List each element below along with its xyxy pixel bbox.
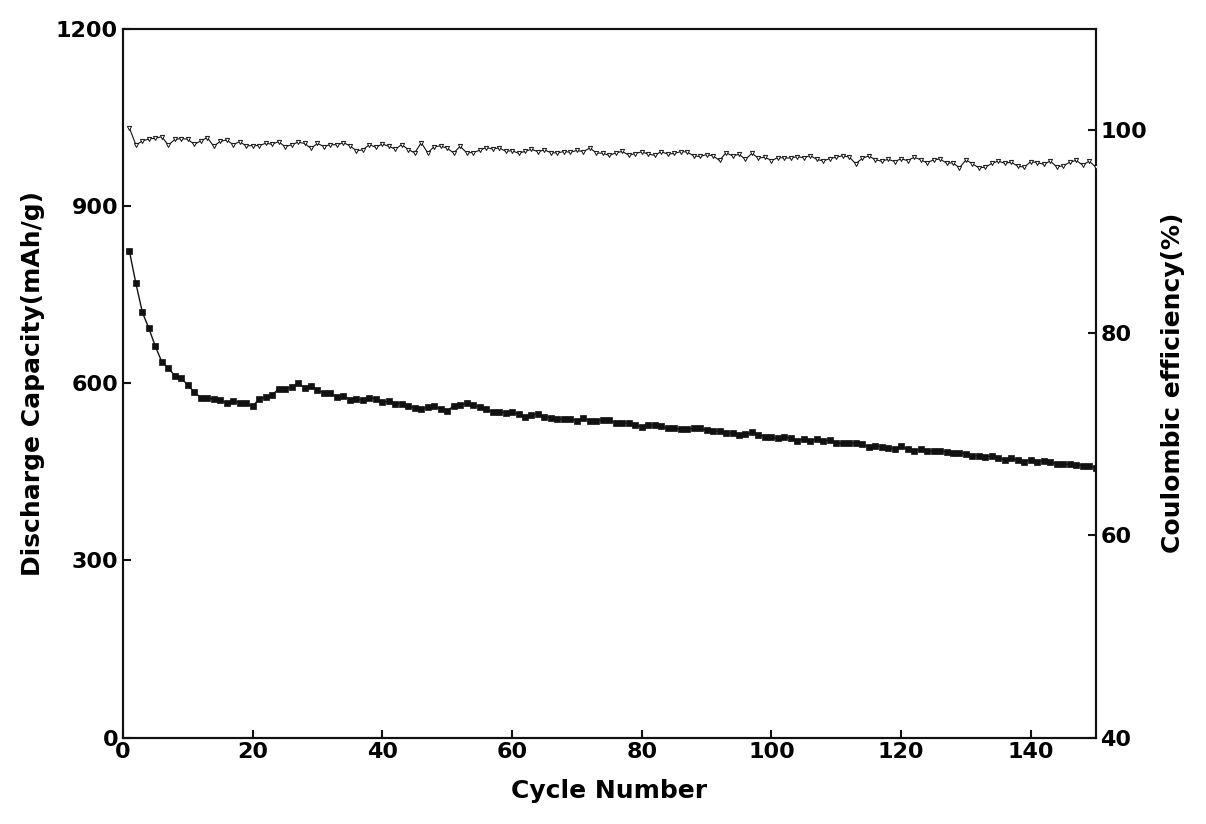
Y-axis label: Coulombic efficiency(%): Coulombic efficiency(%) [1161,213,1185,554]
X-axis label: Cycle Number: Cycle Number [511,780,708,803]
Y-axis label: Discharge Capacity(mAh/g): Discharge Capacity(mAh/g) [21,190,45,576]
